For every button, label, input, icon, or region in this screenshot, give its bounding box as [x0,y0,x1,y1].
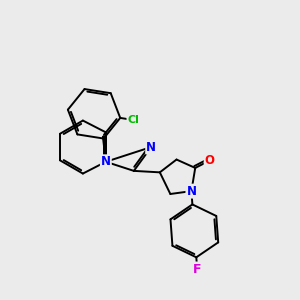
Text: Cl: Cl [128,115,139,125]
Text: N: N [101,155,111,168]
Text: F: F [193,262,201,275]
Text: N: N [146,141,156,154]
Text: O: O [205,154,214,167]
Text: N: N [186,184,197,198]
